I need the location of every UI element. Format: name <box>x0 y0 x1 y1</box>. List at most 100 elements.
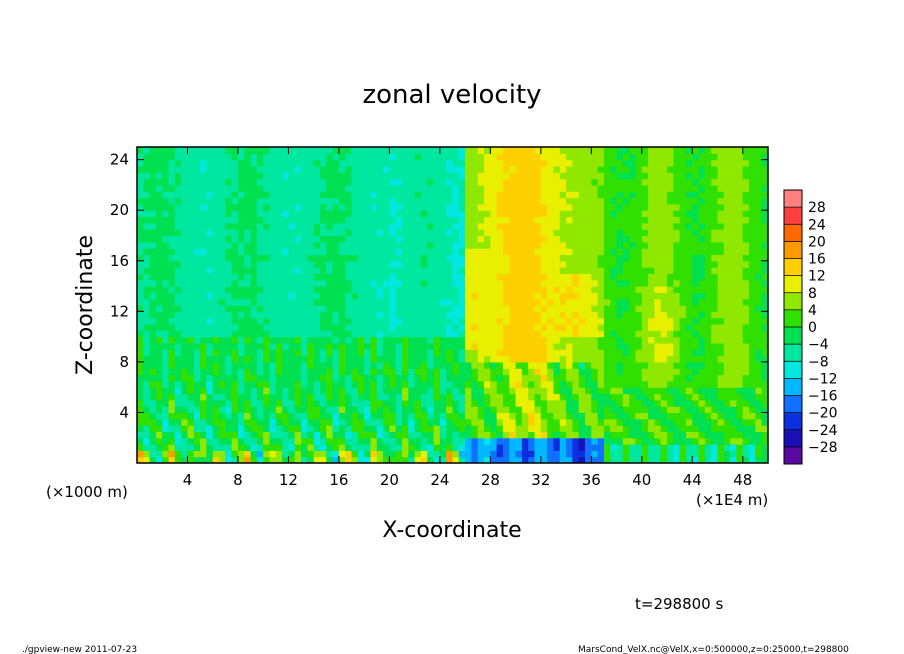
heatmap-cell <box>301 147 308 154</box>
heatmap-cell <box>547 248 555 256</box>
heatmap-cell <box>345 292 353 300</box>
heatmap-cell <box>673 361 681 369</box>
heatmap-cell <box>673 267 681 274</box>
heatmap-cell <box>629 393 637 401</box>
heatmap-cell <box>616 298 624 306</box>
heatmap-cell <box>420 450 428 458</box>
heatmap-cell <box>566 450 573 458</box>
heatmap-cell <box>364 298 372 306</box>
heatmap-cell <box>212 147 220 154</box>
heatmap-cell <box>225 279 233 287</box>
heatmap-cell <box>294 191 302 199</box>
heatmap-cell <box>250 260 258 268</box>
heatmap-cell <box>219 298 226 306</box>
heatmap-cell <box>585 229 592 237</box>
heatmap-cell <box>168 355 176 363</box>
heatmap-cell <box>307 425 315 432</box>
heatmap-cell <box>395 305 403 312</box>
heatmap-cell <box>484 254 491 262</box>
heatmap-cell <box>578 286 586 293</box>
heatmap-cell <box>641 292 649 300</box>
heatmap-cell <box>547 393 555 401</box>
heatmap-cell <box>509 431 517 439</box>
heatmap-cell <box>364 387 372 395</box>
heatmap-cell <box>749 248 756 256</box>
heatmap-cell <box>143 387 151 395</box>
heatmap-cell <box>502 184 510 192</box>
heatmap-cell <box>749 336 756 344</box>
heatmap-cell <box>168 222 176 230</box>
heatmap-cell <box>345 456 353 463</box>
heatmap-cell <box>502 235 510 243</box>
heatmap-cell <box>711 431 719 439</box>
heatmap-cell <box>603 172 611 180</box>
heatmap-cell <box>294 330 302 338</box>
heatmap-cell <box>641 387 649 395</box>
heatmap-cell <box>219 387 226 395</box>
heatmap-cell <box>458 286 466 293</box>
heatmap-cell <box>458 210 466 218</box>
heatmap-cell <box>540 235 548 243</box>
heatmap-cell <box>244 260 252 268</box>
heatmap-cell <box>446 431 454 439</box>
heatmap-cell <box>667 450 674 458</box>
heatmap-cell <box>433 456 441 463</box>
heatmap-cell <box>496 387 504 395</box>
heatmap-cell <box>540 298 548 306</box>
heatmap-cell <box>616 336 624 344</box>
heatmap-cell <box>282 418 290 426</box>
heatmap-cell <box>389 450 397 458</box>
heatmap-cell <box>294 241 302 249</box>
heatmap-cell <box>219 355 226 363</box>
heatmap-cell <box>439 342 447 350</box>
heatmap-cell <box>307 178 315 186</box>
heatmap-cell <box>137 241 144 249</box>
heatmap-cell <box>338 323 346 331</box>
heatmap-cell <box>420 361 428 369</box>
heatmap-cell <box>685 437 693 445</box>
heatmap-cell <box>301 399 308 407</box>
heatmap-cell <box>193 317 201 325</box>
heatmap-cell <box>446 241 454 249</box>
heatmap-cell <box>219 229 226 237</box>
heatmap-cell <box>307 444 315 451</box>
heatmap-cell <box>477 165 485 173</box>
heatmap-cell <box>225 355 233 363</box>
heatmap-cell <box>364 450 372 458</box>
heatmap-cell <box>458 260 466 268</box>
heatmap-cell <box>547 305 555 312</box>
heatmap-cell <box>332 431 340 439</box>
heatmap-cell <box>313 330 321 338</box>
heatmap-cell <box>559 273 567 281</box>
heatmap-cell <box>622 431 630 439</box>
heatmap-cell <box>231 311 239 319</box>
heatmap-cell <box>648 330 656 338</box>
heatmap-cell <box>723 412 731 420</box>
heatmap-cell <box>162 197 170 205</box>
heatmap-cell <box>648 450 656 458</box>
heatmap-cell <box>679 355 687 363</box>
heatmap-cell <box>540 311 548 319</box>
heatmap-cell <box>458 349 466 357</box>
heatmap-cell <box>149 437 157 445</box>
heatmap-cell <box>174 431 182 439</box>
heatmap-cell <box>692 336 700 344</box>
heatmap-cell <box>332 147 340 154</box>
heatmap-cell <box>307 361 315 369</box>
heatmap-cell <box>521 349 529 357</box>
heatmap-cell <box>496 374 504 382</box>
heatmap-cell <box>231 292 239 300</box>
heatmap-cell <box>616 279 624 287</box>
heatmap-cell <box>427 305 435 312</box>
heatmap-cell <box>446 267 454 274</box>
heatmap-cell <box>610 349 618 357</box>
heatmap-cell <box>357 210 365 218</box>
heatmap-cell <box>269 361 277 369</box>
heatmap-cell <box>408 147 416 154</box>
heatmap-cell <box>704 210 712 218</box>
heatmap-cell <box>313 279 321 287</box>
heatmap-cell <box>673 222 681 230</box>
heatmap-cell <box>692 450 700 458</box>
heatmap-cell <box>357 444 365 451</box>
heatmap-cell <box>465 273 473 281</box>
